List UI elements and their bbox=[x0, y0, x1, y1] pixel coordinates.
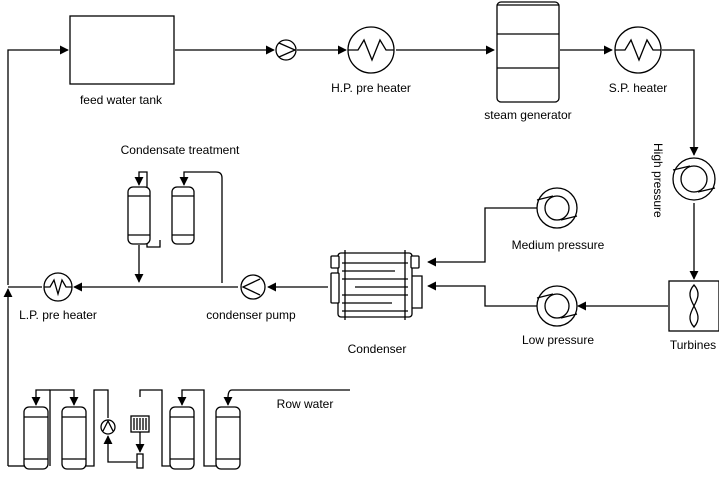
hp-pre-heater-label: H.P. pre heater bbox=[331, 81, 411, 95]
steam-generator-label: steam generator bbox=[484, 108, 571, 122]
raw-water-treatment-train bbox=[23, 406, 241, 470]
pipe-pump-to-f2 bbox=[78, 389, 109, 467]
steam-generator-icon bbox=[496, 1, 560, 103]
pipe-f3-to-meter bbox=[139, 389, 182, 467]
condenser-label: Condenser bbox=[348, 342, 407, 356]
pipe-small-to-pump bbox=[103, 435, 136, 463]
turbines-label: Turbines bbox=[670, 338, 716, 352]
lp-pre-heater-icon bbox=[43, 272, 73, 302]
pipe-lp-to-feed-tank bbox=[7, 45, 69, 285]
low-pressure-turbine-icon bbox=[536, 285, 578, 327]
hp-pre-heater-icon bbox=[347, 26, 395, 74]
pipe-ct-feed bbox=[179, 171, 223, 283]
condenser-icon bbox=[330, 250, 423, 320]
condensate-treatment-vessels bbox=[127, 186, 195, 245]
feed-water-tank bbox=[69, 15, 175, 85]
sp-heater-icon bbox=[614, 26, 662, 74]
high-pressure-turbine-icon bbox=[672, 157, 716, 201]
pipe-sp-to-hp-turbine bbox=[662, 49, 699, 156]
pipe-f2-loop bbox=[49, 389, 79, 466]
high-pressure-label: High pressure bbox=[651, 143, 665, 218]
pipe-lp-to-condenser bbox=[427, 281, 537, 307]
lp-pre-heater-label: L.P. pre heater bbox=[19, 308, 97, 322]
row-water-label: Row water bbox=[277, 397, 334, 411]
condenser-pump-icon bbox=[240, 274, 266, 300]
condensate-treatment-label: Condensate treatment bbox=[121, 143, 240, 157]
pipe-to-f1 bbox=[31, 389, 50, 406]
feed-water-tank-label: feed water tank bbox=[80, 93, 163, 107]
medium-pressure-turbine-icon bbox=[536, 187, 578, 229]
medium-pressure-label: Medium pressure bbox=[512, 238, 605, 252]
sp-heater-label: S.P. heater bbox=[609, 81, 668, 95]
pipe-mp-to-condenser bbox=[427, 207, 537, 267]
condenser-pump-label: condenser pump bbox=[206, 308, 296, 322]
low-pressure-label: Low pressure bbox=[522, 333, 594, 347]
feed-pump-icon bbox=[275, 39, 297, 61]
pipes bbox=[3, 45, 699, 467]
turbines-icon bbox=[668, 280, 719, 332]
pipe-row-water-in bbox=[223, 389, 350, 406]
pipe-f4-to-f3 bbox=[177, 389, 228, 467]
